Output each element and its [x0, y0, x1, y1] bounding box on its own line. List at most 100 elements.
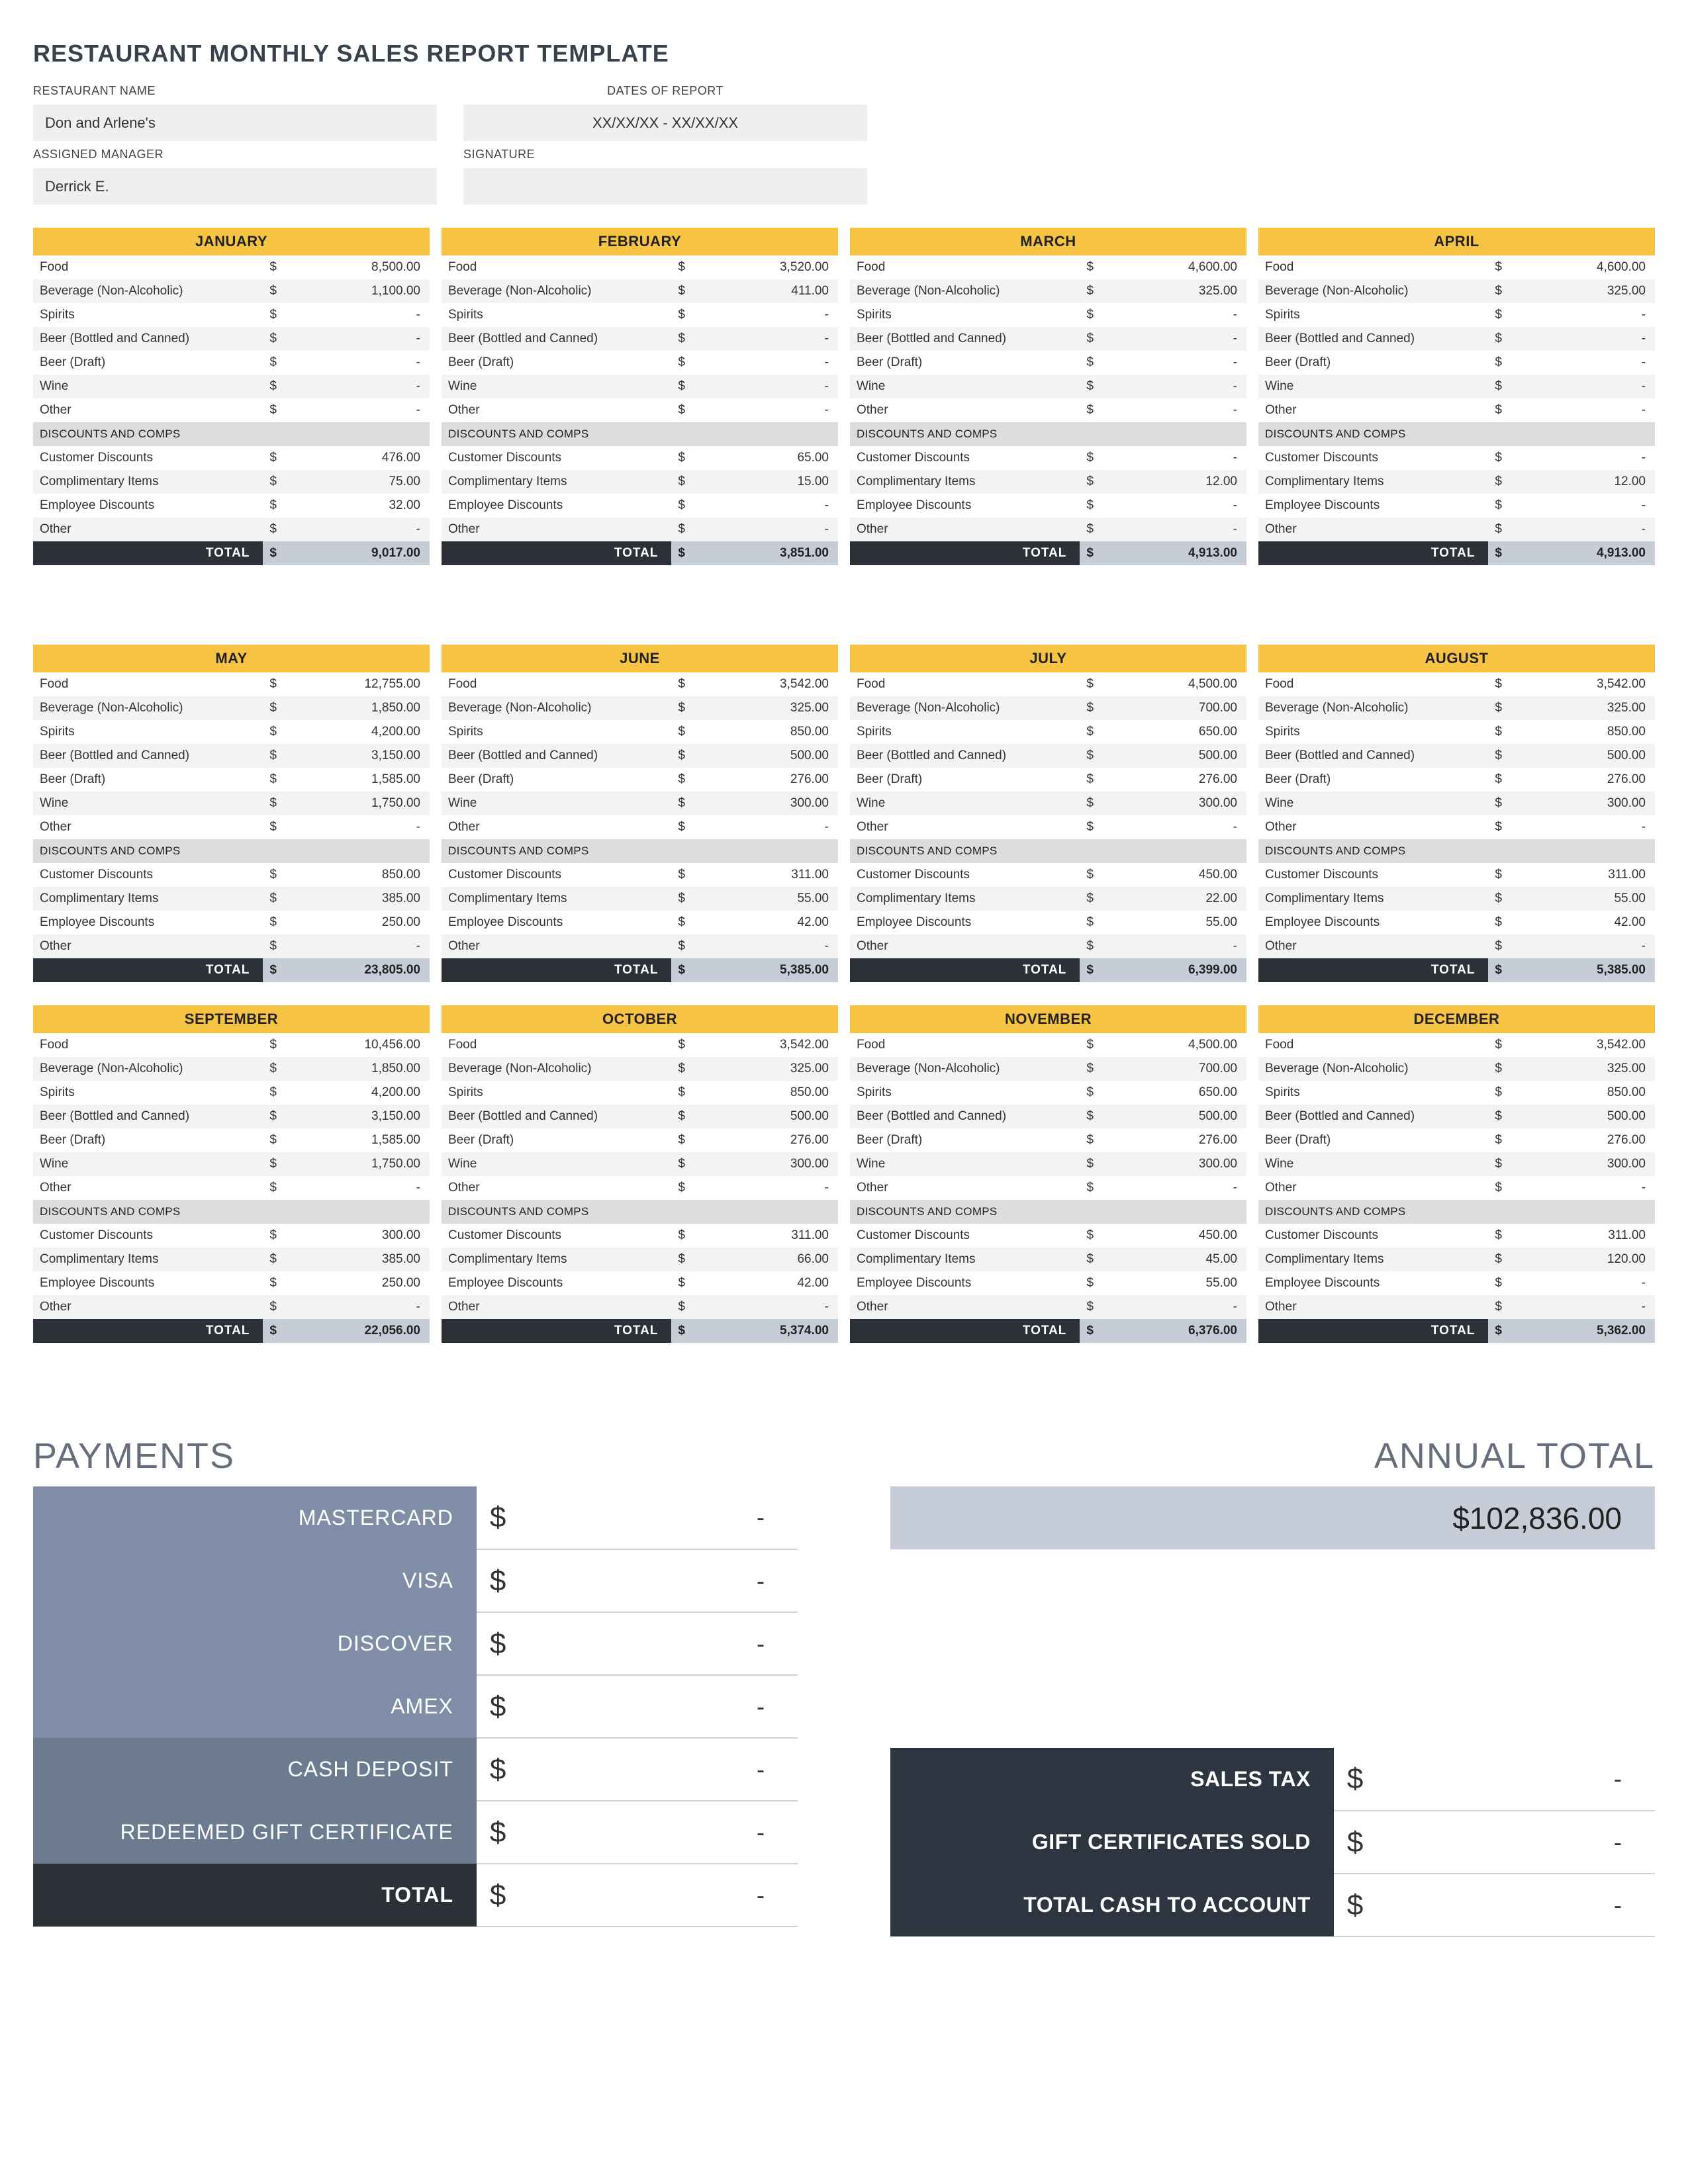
- payment-value[interactable]: -: [530, 1675, 798, 1738]
- row-value[interactable]: 1,850.00: [287, 1057, 430, 1081]
- row-value[interactable]: 55.00: [695, 887, 838, 911]
- row-value[interactable]: 3,150.00: [287, 744, 430, 768]
- payment-value[interactable]: -: [530, 1738, 798, 1801]
- payment-value[interactable]: -: [530, 1549, 798, 1612]
- row-value[interactable]: 500.00: [1103, 744, 1246, 768]
- row-value[interactable]: -: [695, 303, 838, 327]
- row-value[interactable]: 500.00: [1512, 744, 1655, 768]
- row-value[interactable]: -: [287, 327, 430, 351]
- row-value[interactable]: 12.00: [1103, 470, 1246, 494]
- row-value[interactable]: -: [1512, 351, 1655, 375]
- row-value[interactable]: -: [287, 1176, 430, 1200]
- row-value[interactable]: 850.00: [1512, 720, 1655, 744]
- row-value[interactable]: 4,600.00: [1103, 255, 1246, 279]
- row-value[interactable]: 45.00: [1103, 1248, 1246, 1271]
- row-value[interactable]: -: [1103, 375, 1246, 398]
- row-value[interactable]: -: [1103, 1295, 1246, 1319]
- row-value[interactable]: -: [695, 1176, 838, 1200]
- row-value[interactable]: 4,600.00: [1512, 255, 1655, 279]
- row-value[interactable]: 3,542.00: [1512, 1033, 1655, 1057]
- row-value[interactable]: 500.00: [695, 1105, 838, 1128]
- row-value[interactable]: 300.00: [1512, 1152, 1655, 1176]
- payment-value[interactable]: -: [530, 1612, 798, 1675]
- row-value[interactable]: -: [1103, 518, 1246, 541]
- row-value[interactable]: 300.00: [1512, 792, 1655, 815]
- row-value[interactable]: 325.00: [1512, 696, 1655, 720]
- row-value[interactable]: 3,542.00: [1512, 672, 1655, 696]
- row-value[interactable]: 42.00: [695, 911, 838, 934]
- row-value[interactable]: 300.00: [695, 792, 838, 815]
- row-value[interactable]: -: [695, 815, 838, 839]
- row-value[interactable]: 300.00: [1103, 1152, 1246, 1176]
- row-value[interactable]: 1,750.00: [287, 792, 430, 815]
- row-value[interactable]: 385.00: [287, 1248, 430, 1271]
- row-value[interactable]: 311.00: [1512, 1224, 1655, 1248]
- row-value[interactable]: 500.00: [1103, 1105, 1246, 1128]
- row-value[interactable]: 650.00: [1103, 1081, 1246, 1105]
- assigned-manager-input[interactable]: Derrick E.: [33, 168, 437, 205]
- row-value[interactable]: -: [1103, 398, 1246, 422]
- row-value[interactable]: 325.00: [1512, 279, 1655, 303]
- row-value[interactable]: -: [287, 815, 430, 839]
- row-value[interactable]: -: [1512, 494, 1655, 518]
- row-value[interactable]: 1,585.00: [287, 1128, 430, 1152]
- row-value[interactable]: 276.00: [1103, 768, 1246, 792]
- row-value[interactable]: 65.00: [695, 446, 838, 470]
- row-value[interactable]: 250.00: [287, 1271, 430, 1295]
- row-value[interactable]: 3,542.00: [695, 672, 838, 696]
- dates-of-report-input[interactable]: XX/XX/XX - XX/XX/XX: [463, 105, 867, 141]
- payment-value[interactable]: -: [530, 1801, 798, 1864]
- row-value[interactable]: 300.00: [287, 1224, 430, 1248]
- row-value[interactable]: -: [1512, 934, 1655, 958]
- row-value[interactable]: -: [1103, 815, 1246, 839]
- row-value[interactable]: 325.00: [1103, 279, 1246, 303]
- row-value[interactable]: 8,500.00: [287, 255, 430, 279]
- row-value[interactable]: 75.00: [287, 470, 430, 494]
- row-value[interactable]: 850.00: [695, 1081, 838, 1105]
- row-value[interactable]: -: [1103, 494, 1246, 518]
- row-value[interactable]: 55.00: [1103, 911, 1246, 934]
- row-value[interactable]: 276.00: [1103, 1128, 1246, 1152]
- row-value[interactable]: 3,520.00: [695, 255, 838, 279]
- row-value[interactable]: 385.00: [287, 887, 430, 911]
- row-value[interactable]: 1,850.00: [287, 696, 430, 720]
- row-value[interactable]: -: [695, 375, 838, 398]
- row-value[interactable]: -: [695, 351, 838, 375]
- row-value[interactable]: -: [1512, 815, 1655, 839]
- row-value[interactable]: 276.00: [695, 768, 838, 792]
- row-value[interactable]: -: [1103, 934, 1246, 958]
- row-value[interactable]: 1,100.00: [287, 279, 430, 303]
- row-value[interactable]: -: [695, 934, 838, 958]
- row-value[interactable]: -: [1512, 1176, 1655, 1200]
- row-value[interactable]: 55.00: [1512, 887, 1655, 911]
- row-value[interactable]: -: [287, 1295, 430, 1319]
- row-value[interactable]: 476.00: [287, 446, 430, 470]
- row-value[interactable]: 311.00: [695, 863, 838, 887]
- row-value[interactable]: 3,150.00: [287, 1105, 430, 1128]
- row-value[interactable]: 276.00: [1512, 768, 1655, 792]
- row-value[interactable]: 450.00: [1103, 863, 1246, 887]
- row-value[interactable]: 4,500.00: [1103, 1033, 1246, 1057]
- signature-input[interactable]: [463, 168, 867, 205]
- row-value[interactable]: 300.00: [695, 1152, 838, 1176]
- row-value[interactable]: 22.00: [1103, 887, 1246, 911]
- row-value[interactable]: -: [695, 1295, 838, 1319]
- row-value[interactable]: 250.00: [287, 911, 430, 934]
- row-value[interactable]: 32.00: [287, 494, 430, 518]
- row-value[interactable]: -: [287, 303, 430, 327]
- row-value[interactable]: -: [695, 327, 838, 351]
- row-value[interactable]: -: [287, 518, 430, 541]
- row-value[interactable]: -: [287, 398, 430, 422]
- restaurant-name-input[interactable]: Don and Arlene's: [33, 105, 437, 141]
- row-value[interactable]: -: [1103, 303, 1246, 327]
- row-value[interactable]: 3,542.00: [695, 1033, 838, 1057]
- row-value[interactable]: -: [287, 934, 430, 958]
- row-value[interactable]: 1,585.00: [287, 768, 430, 792]
- tax-value[interactable]: -: [1387, 1811, 1655, 1874]
- row-value[interactable]: 1,750.00: [287, 1152, 430, 1176]
- row-value[interactable]: -: [1512, 1295, 1655, 1319]
- row-value[interactable]: 700.00: [1103, 1057, 1246, 1081]
- row-value[interactable]: 276.00: [695, 1128, 838, 1152]
- row-value[interactable]: -: [1103, 327, 1246, 351]
- tax-value[interactable]: -: [1387, 1748, 1655, 1811]
